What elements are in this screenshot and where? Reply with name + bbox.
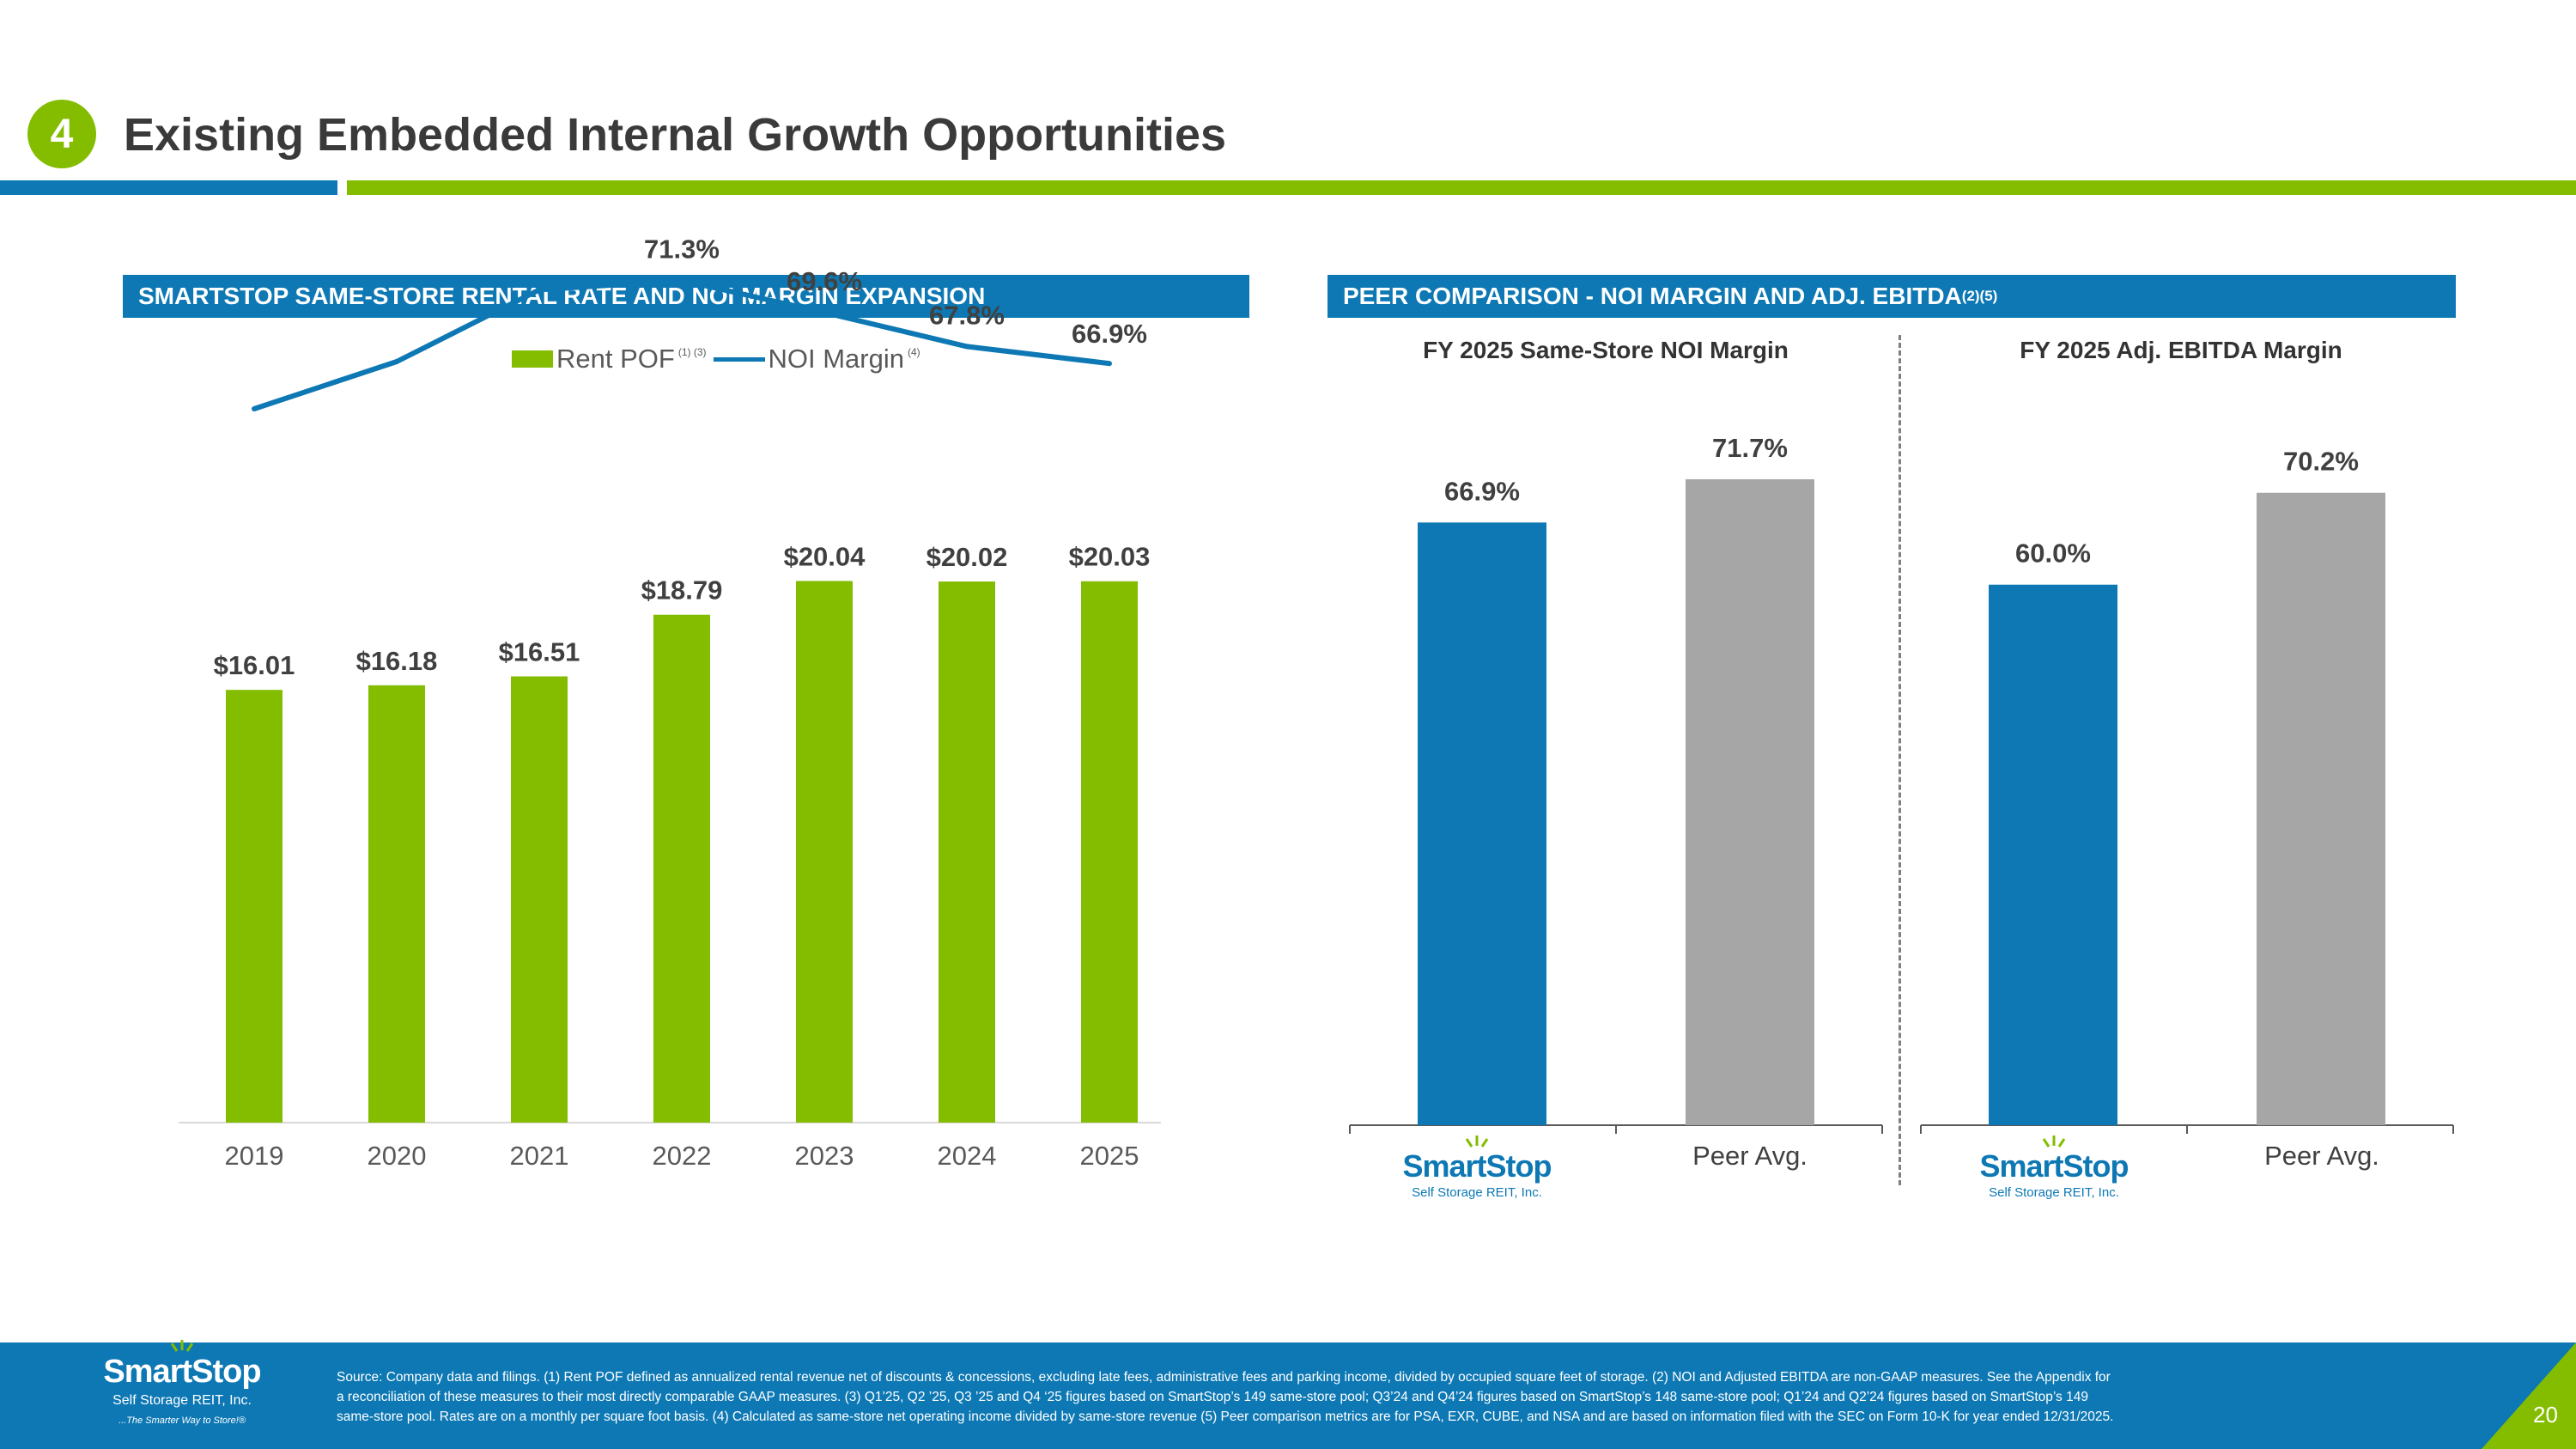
noi-margin-subtitle: FY 2025 Same-Store NOI Margin — [1423, 337, 1789, 363]
margin-label: 71.7% — [1712, 433, 1788, 463]
legend-label-noi-margin: NOI Margin — [768, 344, 904, 374]
right-panel-header-text: PEER COMPARISON - NOI MARGIN AND ADJ. EB… — [1343, 283, 1962, 309]
rent-pof-bar — [511, 676, 568, 1123]
footer-logo-rays-icon — [170, 1340, 194, 1352]
smartstop-logo-subtitle: Self Storage REIT, Inc. — [1989, 1185, 2119, 1200]
legend-note-rent-pof: (1) (3) — [677, 346, 707, 358]
footnote-line-3: same-store pool. Rates are on a monthly … — [337, 1409, 2114, 1424]
rent-pof-bar — [653, 614, 710, 1123]
margin-bar — [2257, 492, 2385, 1125]
margin-bar — [1989, 584, 2117, 1125]
legend-label-rent-pof: Rent POF — [556, 344, 675, 374]
ebitda-margin-subtitle: FY 2025 Adj. EBITDA Margin — [2020, 337, 2342, 363]
smartstop-logo-noi: SmartStop Self Storage REIT, Inc. — [1391, 1135, 1563, 1200]
rent-pof-bar — [939, 581, 995, 1123]
margin-label: 70.2% — [2283, 447, 2359, 477]
rent-pof-label: $20.04 — [784, 541, 866, 571]
footnote-line-2: a reconciliation of these measures to th… — [337, 1390, 2088, 1404]
x-tick-label: 2019 — [225, 1141, 284, 1171]
legend-swatch-noi-margin — [713, 356, 765, 362]
rent-pof-label: $18.79 — [641, 575, 723, 606]
x-tick-label: 2022 — [653, 1141, 712, 1171]
legend-swatch-rent-pof — [512, 350, 553, 368]
noi-margin-label: 67.8% — [929, 300, 1005, 330]
footer-logo: SmartStop Self Storage REIT, Inc. ...The… — [96, 1340, 268, 1426]
peer-avg-label-ebitda: Peer Avg. — [2264, 1141, 2379, 1171]
right-panel-header: PEER COMPARISON - NOI MARGIN AND ADJ. EB… — [1327, 275, 2456, 318]
footer-logo-subtitle: Self Storage REIT, Inc. — [112, 1393, 252, 1408]
rent-pof-bar — [796, 581, 853, 1123]
x-tick-label: 2023 — [795, 1141, 854, 1171]
header-rule-blue — [0, 180, 337, 195]
rent-pof-noi-chart: $16.01 2019 $16.18 2020 $16.51 2021 $18.79 2022… — [179, 234, 1161, 1171]
noi-margin-label: 71.3% — [644, 234, 720, 264]
footnote-line-1: Source: Company data and filings. (1) Re… — [337, 1370, 2111, 1385]
noi-margin-point — [822, 309, 827, 315]
ebitda-margin-chart: 60.0% 70.2% — [1920, 447, 2454, 1134]
smartstop-logo-subtitle: Self Storage REIT, Inc. — [1412, 1185, 1542, 1200]
rent-pof-label: $20.02 — [927, 542, 1008, 572]
right-panel-header-note: (2)(5) — [1961, 288, 1998, 304]
rent-pof-label: $16.18 — [356, 646, 438, 676]
margin-bar — [1418, 522, 1546, 1125]
noi-margin-chart: 66.9% 71.7% — [1349, 433, 1883, 1134]
section-number-badge: 4 — [27, 100, 96, 168]
footer-logo-tagline: ...The Smarter Way to Store!® — [118, 1416, 246, 1426]
footer-corner-accent — [2482, 1342, 2576, 1449]
noi-margin-label: 69.6% — [787, 266, 862, 296]
noi-margin-point — [964, 344, 969, 350]
margin-bar — [1686, 479, 1814, 1125]
page-number: 20 — [2533, 1402, 2558, 1428]
noi-margin-point — [394, 359, 399, 364]
rent-pof-bar — [368, 685, 425, 1123]
rent-pof-bar — [1081, 581, 1138, 1123]
x-tick-label: 2025 — [1080, 1141, 1139, 1171]
rent-pof-label: $16.51 — [499, 636, 580, 667]
logo-rays-icon — [1465, 1135, 1489, 1148]
smartstop-logo-ebitda: SmartStop Self Storage REIT, Inc. — [1968, 1135, 2140, 1200]
rent-pof-bar — [226, 690, 283, 1123]
smartstop-logo-word: SmartStop — [1391, 1135, 1563, 1182]
noi-margin-point — [679, 277, 684, 283]
footer-logo-word: SmartStop — [96, 1340, 268, 1388]
margin-label: 66.9% — [1444, 476, 1520, 506]
peer-avg-label-noi: Peer Avg. — [1692, 1141, 1807, 1171]
margin-label: 60.0% — [2015, 539, 2091, 569]
x-tick-label: 2020 — [368, 1141, 427, 1171]
noi-margin-point — [537, 287, 542, 293]
page-title: Existing Embedded Internal Growth Opport… — [124, 109, 1227, 161]
noi-margin-label: 66.9% — [1072, 319, 1147, 349]
footnote: Source: Company data and filings. (1) Re… — [337, 1367, 2483, 1427]
logo-rays-icon — [2042, 1135, 2066, 1148]
chart-legend: Rent POF (1) (3) NOI Margin (4) — [512, 340, 920, 378]
noi-margin-point — [252, 406, 257, 411]
noi-margin-point — [1107, 361, 1112, 367]
rent-pof-label: $16.01 — [214, 650, 295, 680]
legend-note-noi-margin: (4) — [907, 346, 920, 358]
smartstop-logo-word: SmartStop — [1968, 1135, 2140, 1182]
x-tick-label: 2021 — [510, 1141, 569, 1171]
x-tick-label: 2024 — [938, 1141, 997, 1171]
rent-pof-label: $20.03 — [1069, 542, 1151, 572]
footer-bar — [0, 1342, 2576, 1449]
header-rule-green — [347, 180, 2576, 195]
panel-divider — [1899, 335, 1901, 1185]
